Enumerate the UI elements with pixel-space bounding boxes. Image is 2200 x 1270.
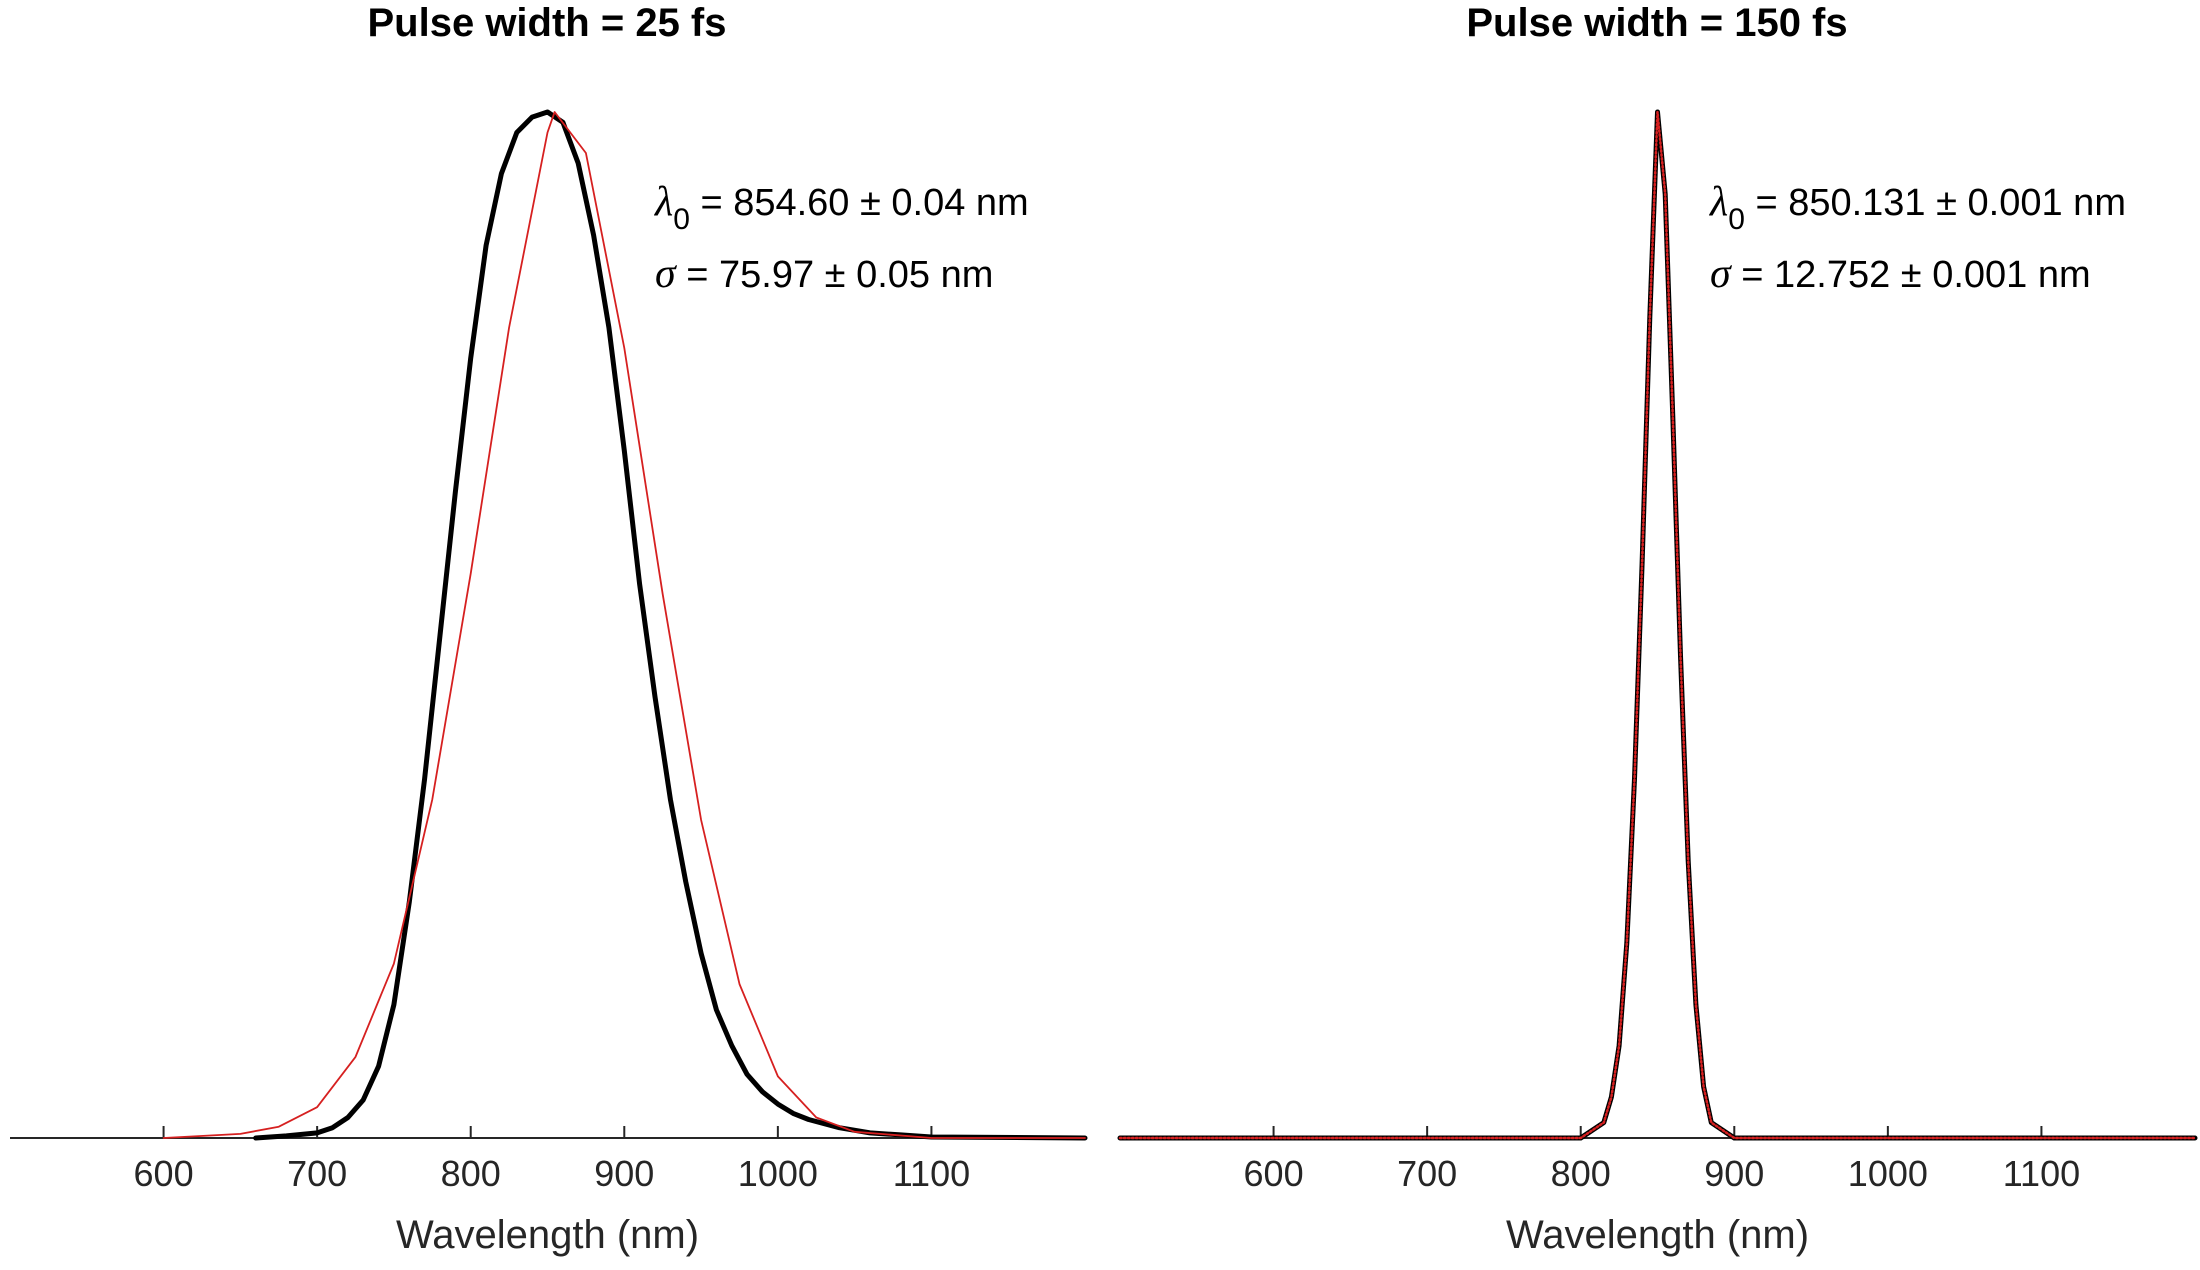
series-line-1 (162, 111, 1086, 1139)
fit-annotation: λ0 = 854.60 ± 0.04 nm (653, 179, 1029, 236)
annotation-subscript: 0 (1728, 203, 1745, 236)
annotation-value: = 12.752 ± 0.001 nm (1731, 254, 2091, 296)
annotation-symbol: σ (655, 251, 678, 297)
x-tick-label: 700 (287, 1153, 347, 1194)
x-tick-label: 1000 (738, 1153, 818, 1194)
x-tick-label: 600 (1244, 1153, 1304, 1194)
fit-annotation: σ = 12.752 ± 0.001 nm (1710, 251, 2091, 297)
x-tick-label: 900 (1704, 1153, 1764, 1194)
x-tick-label: 900 (594, 1153, 654, 1194)
annotation-value: = 854.60 ± 0.04 nm (690, 182, 1029, 224)
fit-annotation: λ0 = 850.131 ± 0.001 nm (1708, 179, 2126, 236)
fit-annotation: σ = 75.97 ± 0.05 nm (655, 251, 993, 297)
chart-title: Pulse width = 150 fs (1466, 1, 1847, 45)
x-tick-label: 800 (441, 1153, 501, 1194)
x-tick-label: 1100 (2003, 1153, 2080, 1194)
x-axis-label: Wavelength (nm) (1506, 1213, 1809, 1257)
annotation-value: = 75.97 ± 0.05 nm (676, 254, 994, 296)
panel-pulse-25fs: Pulse width = 25 fs 600 700 800 900 1000 1100 W… (10, 1, 1088, 1257)
annotation-symbol: λ (1708, 179, 1728, 225)
x-tick-label: 1100 (893, 1153, 970, 1194)
annotation-value: = 850.131 ± 0.001 nm (1745, 182, 2126, 224)
x-tick-label: 800 (1551, 1153, 1611, 1194)
x-tick-label: 700 (1397, 1153, 1457, 1194)
chart-title: Pulse width = 25 fs (367, 1, 726, 45)
x-tick-label: 600 (134, 1153, 194, 1194)
x-tick-label: 1000 (1848, 1153, 1928, 1194)
annotation-subscript: 0 (673, 203, 690, 236)
annotation-symbol: λ (653, 179, 673, 225)
series-line-1 (1118, 110, 2197, 1140)
series-line-0 (253, 109, 1088, 1141)
annotation-symbol: σ (1710, 251, 1733, 297)
x-axis-label: Wavelength (nm) (396, 1213, 699, 1257)
panel-pulse-150fs: Pulse width = 150 fs 600 700 800 900 1000 1100… (1117, 1, 2198, 1257)
